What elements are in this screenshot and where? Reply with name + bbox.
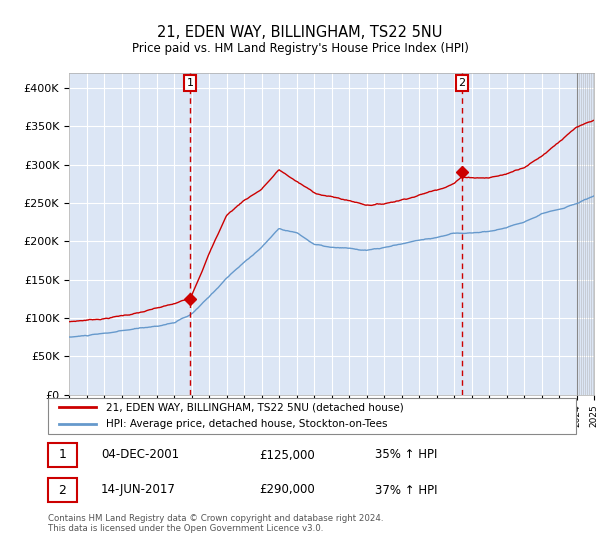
Text: 35% ↑ HPI: 35% ↑ HPI bbox=[376, 449, 438, 461]
FancyBboxPatch shape bbox=[48, 478, 77, 502]
Text: 21, EDEN WAY, BILLINGHAM, TS22 5NU: 21, EDEN WAY, BILLINGHAM, TS22 5NU bbox=[157, 25, 443, 40]
Text: 04-DEC-2001: 04-DEC-2001 bbox=[101, 449, 179, 461]
Text: Price paid vs. HM Land Registry's House Price Index (HPI): Price paid vs. HM Land Registry's House … bbox=[131, 42, 469, 55]
Text: Contains HM Land Registry data © Crown copyright and database right 2024.
This d: Contains HM Land Registry data © Crown c… bbox=[48, 514, 383, 534]
FancyBboxPatch shape bbox=[48, 443, 77, 467]
Text: 21, EDEN WAY, BILLINGHAM, TS22 5NU (detached house): 21, EDEN WAY, BILLINGHAM, TS22 5NU (deta… bbox=[106, 403, 404, 412]
Text: HPI: Average price, detached house, Stockton-on-Tees: HPI: Average price, detached house, Stoc… bbox=[106, 419, 388, 429]
Text: 2: 2 bbox=[458, 78, 466, 88]
Text: £290,000: £290,000 bbox=[259, 483, 315, 497]
Text: £125,000: £125,000 bbox=[259, 449, 315, 461]
Text: 37% ↑ HPI: 37% ↑ HPI bbox=[376, 483, 438, 497]
Text: 1: 1 bbox=[187, 78, 194, 88]
Text: 14-JUN-2017: 14-JUN-2017 bbox=[101, 483, 176, 497]
Text: 1: 1 bbox=[59, 449, 67, 461]
FancyBboxPatch shape bbox=[48, 398, 576, 434]
Text: 2: 2 bbox=[59, 483, 67, 497]
